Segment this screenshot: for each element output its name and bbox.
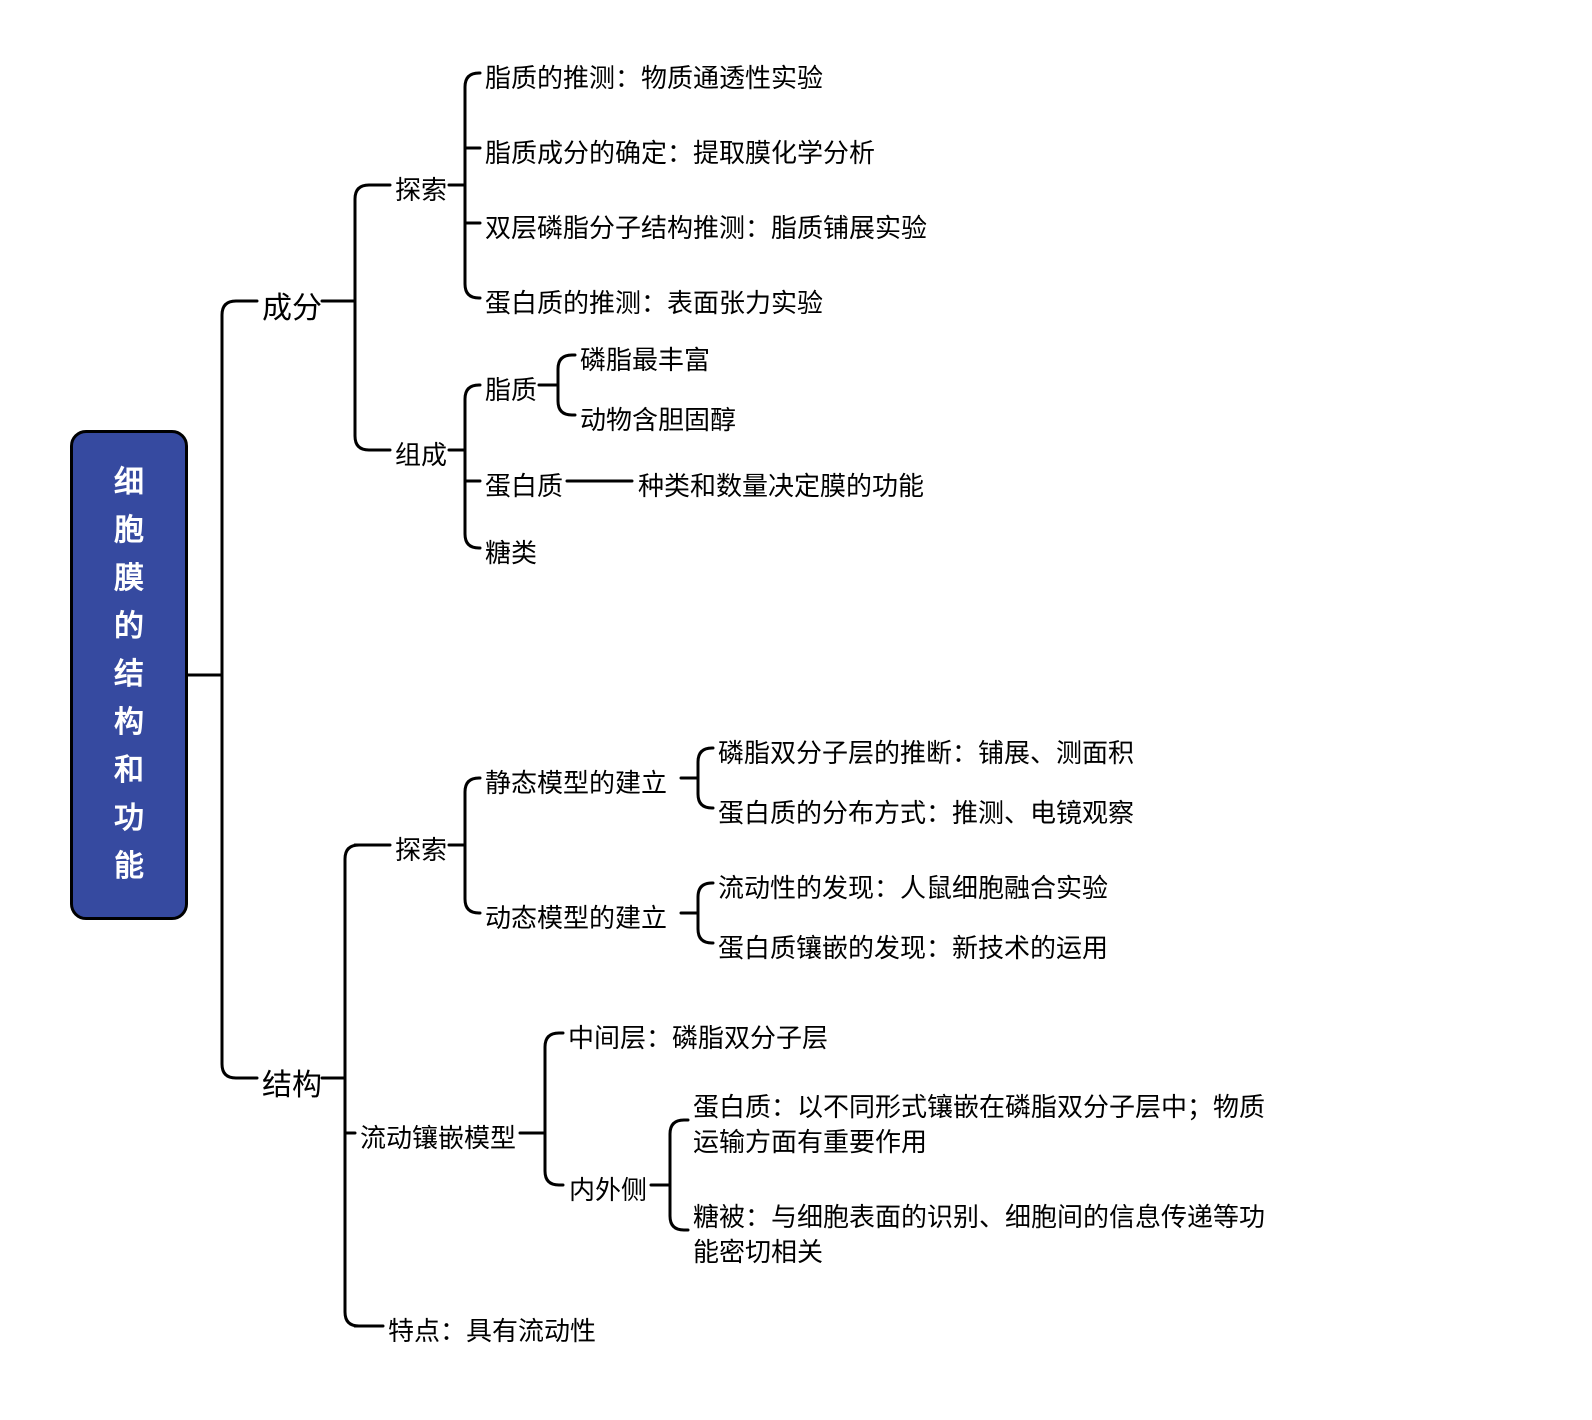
node-l4a: 磷脂最丰富 [580, 340, 710, 377]
node-l4c: 种类和数量决定膜的功能 [638, 466, 924, 503]
node-l4d: 磷脂双分子层的推断：铺展、测面积 [718, 733, 1134, 770]
node-l4h: 蛋白质：以不同形式镶嵌在磷脂双分子层中；物质运输方面有重要作用 [693, 1090, 1273, 1160]
node-l2b: 组成 [395, 435, 447, 472]
node-l2e: 特点：具有流动性 [388, 1311, 596, 1348]
node-l1b: 结构 [262, 1060, 322, 1104]
node-l3d: 蛋白质的推测：表面张力实验 [485, 283, 823, 320]
root-node: 细胞膜的结构和功能 [70, 430, 188, 920]
node-l4e: 蛋白质的分布方式：推测、电镜观察 [718, 793, 1134, 830]
node-l2d: 流动镶嵌模型 [360, 1118, 516, 1155]
node-l3h: 静态模型的建立 [485, 763, 667, 800]
node-l3j: 中间层：磷脂双分子层 [568, 1018, 828, 1055]
node-l3i: 动态模型的建立 [485, 898, 667, 935]
node-l2a: 探索 [395, 170, 447, 207]
node-l3g: 糖类 [485, 533, 537, 570]
node-l3k: 内外侧 [569, 1170, 647, 1207]
node-l4i: 糖被：与细胞表面的识别、细胞间的信息传递等功能密切相关 [693, 1200, 1273, 1270]
node-l4g: 蛋白质镶嵌的发现：新技术的运用 [718, 928, 1108, 965]
node-l3b: 脂质成分的确定：提取膜化学分析 [485, 133, 875, 170]
node-l4b: 动物含胆固醇 [580, 400, 736, 437]
node-l3a: 脂质的推测：物质通透性实验 [485, 58, 823, 95]
node-l1a: 成分 [262, 283, 322, 327]
node-l4f: 流动性的发现：人鼠细胞融合实验 [718, 868, 1108, 905]
node-l2c: 探索 [395, 830, 447, 867]
node-l3e: 脂质 [485, 370, 537, 407]
node-l3c: 双层磷脂分子结构推测：脂质铺展实验 [485, 208, 927, 245]
node-l3f: 蛋白质 [485, 466, 563, 503]
